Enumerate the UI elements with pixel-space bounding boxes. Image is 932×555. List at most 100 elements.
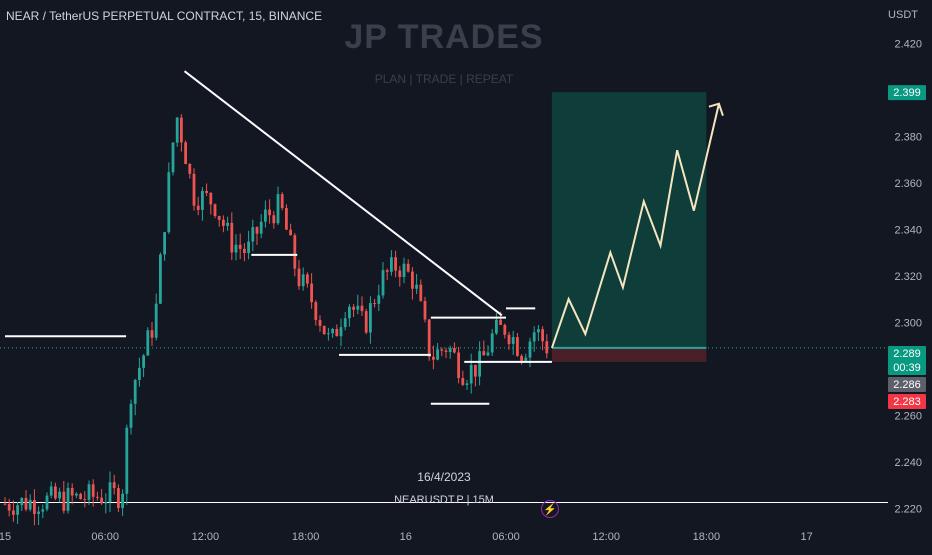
candle-body xyxy=(423,300,427,320)
candle-body xyxy=(516,337,519,356)
candle-body xyxy=(133,379,137,404)
price-tick-label: 2.320 xyxy=(894,271,922,283)
time-tick-label: 16 xyxy=(400,531,412,543)
price-tick-label: 2.360 xyxy=(894,178,922,190)
candle-body xyxy=(49,486,53,496)
candle-body xyxy=(226,222,229,226)
candle-body xyxy=(461,377,465,385)
candle-body xyxy=(192,173,196,206)
candle-body xyxy=(469,364,473,384)
candle-body xyxy=(12,510,15,515)
candle-body xyxy=(272,215,276,224)
stop-price-badge xyxy=(888,394,926,409)
candle-body xyxy=(62,491,66,511)
candle-body xyxy=(205,190,208,193)
candle-body xyxy=(335,328,339,337)
time-tick-label: 12:00 xyxy=(592,531,620,543)
price-tick-label: 2.380 xyxy=(894,131,922,143)
price-axis: 2.4202.4002.3802.3602.3402.3202.3002.280… xyxy=(894,38,922,515)
time-tick-label: 06:00 xyxy=(492,531,520,543)
currency-label: USDT xyxy=(888,9,918,21)
candle-body xyxy=(444,350,448,352)
candle-body xyxy=(478,351,481,377)
candle-body xyxy=(222,219,225,226)
candle-body xyxy=(125,427,129,494)
position-zones xyxy=(551,92,707,362)
candle-body xyxy=(402,263,406,277)
candle-body xyxy=(255,227,259,234)
candle-body xyxy=(486,352,490,356)
candle-body xyxy=(322,325,326,335)
candle-body xyxy=(390,257,393,272)
candle-body xyxy=(247,241,250,253)
candle-body xyxy=(243,248,246,253)
candle-body xyxy=(343,318,347,328)
watermark-subtitle: PLAN | TRADE | REPEAT xyxy=(374,72,514,86)
symbol-title[interactable]: NEAR / TetherUS PERPETUAL CONTRACT, 15, … xyxy=(6,9,323,23)
candle-body xyxy=(171,142,175,173)
candle-body xyxy=(184,142,187,165)
price-tick-label: 2.340 xyxy=(894,224,922,236)
candle-body xyxy=(457,352,460,378)
target-price-badge xyxy=(888,85,926,101)
profit-zone[interactable] xyxy=(551,92,707,348)
candle-body xyxy=(377,295,381,304)
candle-body xyxy=(213,204,217,216)
price-tick-label: 2.260 xyxy=(894,410,922,422)
candle-body xyxy=(117,488,120,508)
candle-body xyxy=(41,509,45,512)
countdown-price-badge-label: 00:39 xyxy=(893,362,921,374)
projection-path[interactable] xyxy=(550,103,720,349)
time-tick-label: 15 xyxy=(0,531,11,543)
candle-body xyxy=(112,482,116,489)
price-badges: 2.399 2.289 00:39 2.286 2.283 xyxy=(888,85,926,409)
lightning-bolt-icon[interactable]: ⚡ xyxy=(541,500,559,518)
candle-body xyxy=(482,351,486,356)
candle-body xyxy=(524,357,528,361)
candle-body xyxy=(289,229,292,236)
candle-body xyxy=(108,482,112,503)
candle-body xyxy=(385,270,389,272)
candle-body xyxy=(348,306,351,319)
candle-body xyxy=(87,484,91,500)
candle-body xyxy=(201,190,204,210)
candle-body xyxy=(440,349,444,351)
candle-body xyxy=(146,330,150,356)
candle-body xyxy=(448,348,452,352)
candle-body xyxy=(100,497,103,504)
time-tick-label: 06:00 xyxy=(91,531,119,543)
time-tick-label: 18:00 xyxy=(693,531,721,543)
candle-body xyxy=(251,227,255,242)
candle-body xyxy=(545,341,549,354)
candle-body xyxy=(360,305,364,312)
candle-body xyxy=(45,495,49,510)
candle-body xyxy=(28,500,32,510)
candle-body xyxy=(276,194,280,224)
candle-body xyxy=(83,499,87,501)
projection-arrowhead xyxy=(708,102,724,117)
candle-body xyxy=(104,502,108,504)
candle-body xyxy=(356,305,360,310)
candle-body xyxy=(217,215,221,220)
candle-body xyxy=(364,311,368,333)
stop-price-badge-label: 2.283 xyxy=(893,396,921,408)
candle-body xyxy=(373,303,376,305)
candle-body xyxy=(306,274,309,284)
candle-body xyxy=(138,367,141,380)
candle-body xyxy=(121,493,124,508)
candle-body xyxy=(230,222,234,253)
drawings xyxy=(5,70,724,405)
candle-body xyxy=(66,487,70,511)
mark-price-badge xyxy=(888,377,926,392)
candle-body xyxy=(318,319,322,326)
candle-body xyxy=(180,117,183,143)
candle-body xyxy=(268,209,271,216)
candle-body xyxy=(499,319,502,325)
loss-zone[interactable] xyxy=(551,347,707,362)
candle-body xyxy=(285,208,288,230)
candle-body xyxy=(537,329,540,333)
trendline[interactable] xyxy=(183,70,503,317)
candle-body xyxy=(327,333,330,335)
